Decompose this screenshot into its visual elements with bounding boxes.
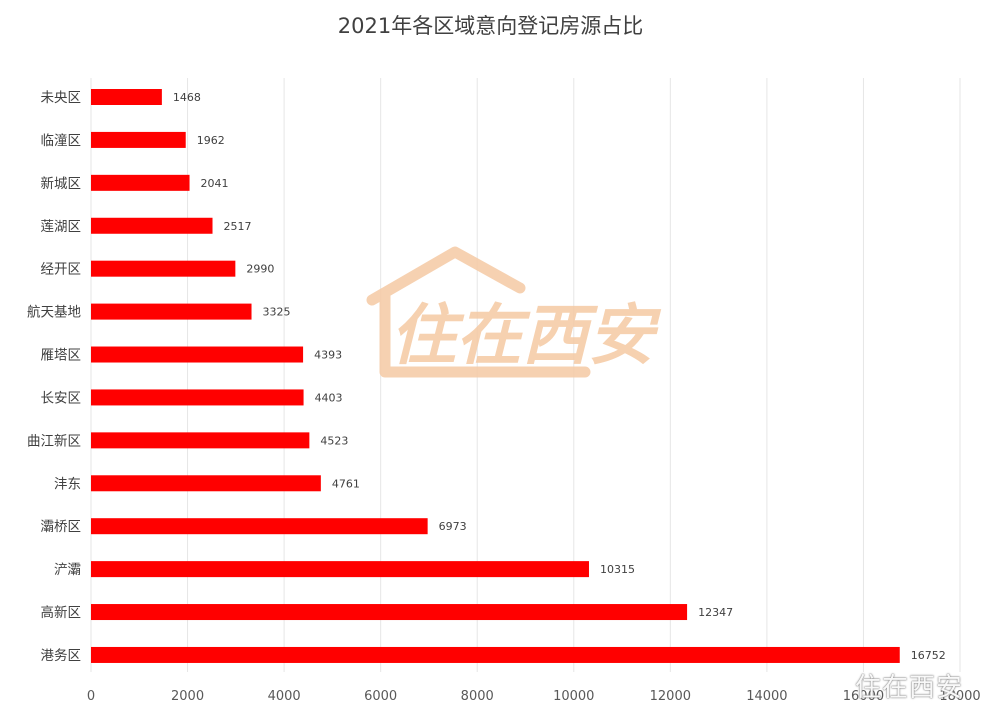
data-label: 16752 <box>911 649 946 662</box>
x-tick-label: 0 <box>87 689 95 704</box>
category-label: 莲湖区 <box>41 219 82 235</box>
bar <box>91 89 162 105</box>
bar <box>91 475 321 492</box>
bar <box>91 174 190 191</box>
category-label: 雁塔区 <box>41 348 82 364</box>
bar <box>91 561 589 578</box>
x-tick-label: 8000 <box>461 689 494 704</box>
x-tick-label: 12000 <box>650 689 691 704</box>
category-label: 高新区 <box>41 604 82 621</box>
bar <box>91 131 186 148</box>
category-label: 航天基地 <box>27 304 81 321</box>
watermark-text: 住在西安 <box>390 297 662 374</box>
x-tick-label: 4000 <box>268 689 301 704</box>
category-labels: 未央区临潼区新城区莲湖区经开区航天基地雁塔区长安区曲江新区沣东灞桥区浐灞高新区港… <box>27 90 81 664</box>
data-label: 2041 <box>201 177 229 190</box>
bar <box>91 646 900 663</box>
data-label: 4393 <box>314 349 342 362</box>
x-tick-label: 6000 <box>364 689 397 704</box>
data-label: 6973 <box>439 520 467 533</box>
category-label: 曲江新区 <box>27 433 81 449</box>
x-tick-label: 18000 <box>939 689 980 704</box>
bar <box>91 217 213 234</box>
data-label: 10315 <box>600 563 635 576</box>
bar <box>91 432 310 449</box>
data-label: 2517 <box>224 220 252 233</box>
data-label: 4761 <box>332 477 360 490</box>
category-label: 长安区 <box>41 390 82 406</box>
watermark-house-icon <box>366 246 591 378</box>
category-label: 新城区 <box>41 176 82 192</box>
data-label: 2990 <box>246 263 274 276</box>
category-label: 沣东 <box>54 476 81 492</box>
bar <box>91 604 688 621</box>
watermark-logo: 住在西安 <box>366 246 662 378</box>
category-label: 浐灞 <box>54 562 81 578</box>
bar <box>91 518 428 535</box>
data-label: 12347 <box>698 606 733 619</box>
category-label: 临潼区 <box>41 132 82 149</box>
x-tick-label: 14000 <box>746 689 787 704</box>
data-label: 4403 <box>315 391 343 404</box>
data-label: 1468 <box>173 91 201 104</box>
x-tick-label: 16000 <box>843 689 884 704</box>
category-label: 经开区 <box>41 262 82 278</box>
bars <box>91 89 900 663</box>
data-label: 1962 <box>197 134 225 147</box>
corner-watermark: 住在西安 <box>854 673 963 703</box>
data-label: 3325 <box>263 306 291 319</box>
data-labels: 1468 1962 2041 2517 2990 3325 4393 4403 4523 4761… <box>173 91 946 662</box>
bar <box>91 346 304 363</box>
bar <box>91 303 252 320</box>
category-label: 未央区 <box>41 90 82 106</box>
x-tick-label: 2000 <box>171 689 204 704</box>
category-label: 港务区 <box>41 648 82 664</box>
x-axis-ticks: 0 2000 4000 6000 8000 10000 12000 14000 16000 180… <box>87 689 981 704</box>
x-tick-label: 10000 <box>553 689 594 704</box>
category-label: 灞桥区 <box>41 519 82 535</box>
bar <box>91 260 236 277</box>
data-label: 4523 <box>320 434 348 447</box>
bar <box>91 389 304 406</box>
chart-title: 2021年各区域意向登记房源占比 <box>337 14 644 38</box>
